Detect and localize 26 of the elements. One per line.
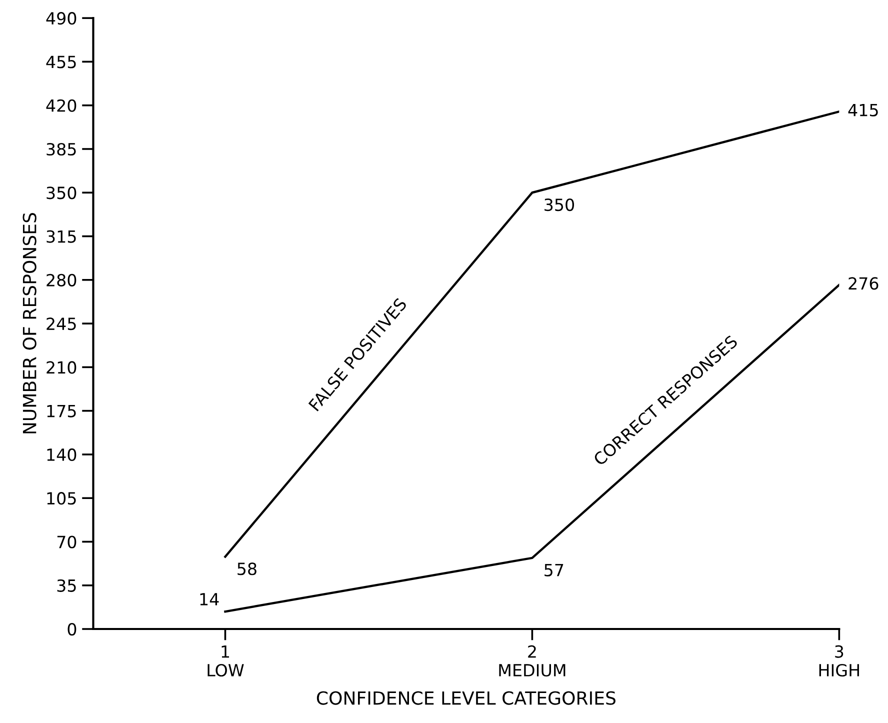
y-tick-label: 280	[46, 274, 76, 286]
y-tick-label: 210	[46, 361, 76, 374]
y-tick-label: 0	[68, 622, 76, 636]
data-label: 57	[544, 564, 564, 576]
y-tick-label: 35	[57, 579, 76, 592]
y-tick-label: 350	[46, 186, 76, 200]
y-tick-label: 245	[46, 318, 76, 330]
x-tick-label: 2 MEDIUM	[499, 645, 566, 677]
data-label: 58	[238, 562, 256, 576]
y-tick-label: 70	[57, 536, 76, 548]
x-axis-title: CONFIDENCE LEVEL CATEGORIES	[316, 691, 616, 705]
y-tick-label: 455	[46, 56, 76, 68]
y-tick-label: 420	[46, 99, 76, 112]
y-tick-label: 175	[47, 405, 76, 418]
data-label: 276	[848, 277, 878, 290]
data-label: 14	[200, 593, 219, 606]
y-tick-label: 105	[47, 492, 76, 505]
x-tick-label: 1 LOW	[208, 645, 244, 677]
x-tick-label: 3 HIGH	[819, 645, 859, 677]
data-label: 415	[848, 104, 878, 116]
y-tick-label: 490	[46, 12, 76, 25]
y-axis-title: NUMBER OF RESPONSES	[22, 213, 36, 434]
y-tick-label: 315	[46, 230, 76, 243]
y-tick-label: 385	[46, 142, 76, 156]
data-label: 350	[544, 198, 574, 212]
y-tick-label: 140	[47, 448, 76, 462]
